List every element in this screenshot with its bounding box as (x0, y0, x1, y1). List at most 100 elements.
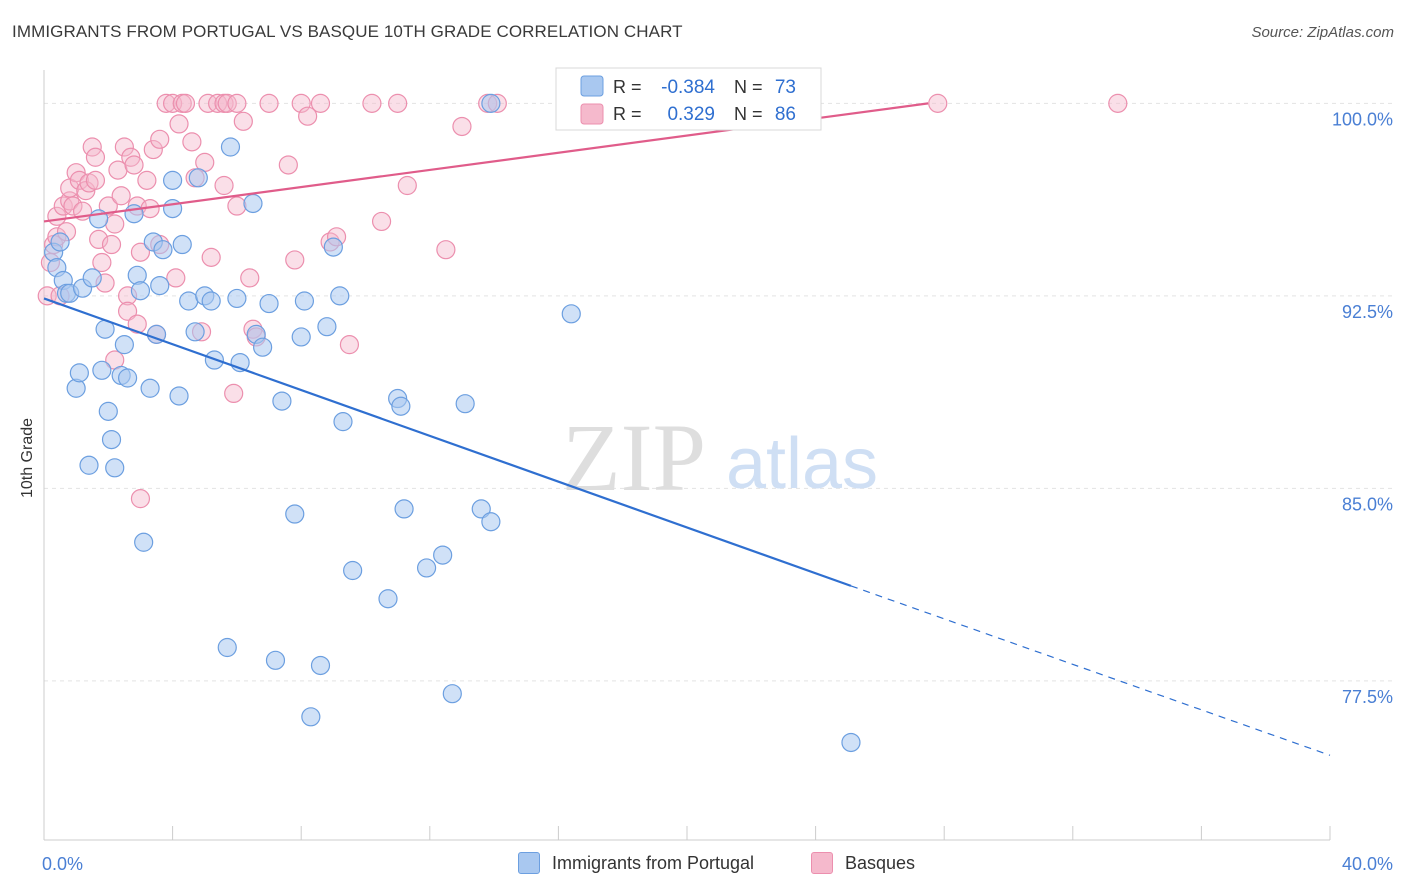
portugal-point (259, 293, 279, 314)
portugal-point (291, 327, 311, 347)
portugal-point (330, 286, 350, 306)
basques-point (117, 301, 138, 321)
portugal-point (416, 558, 437, 578)
portugal-point (66, 378, 86, 398)
portugal-point (124, 204, 144, 224)
portugal-point (471, 499, 491, 519)
portugal-point (433, 545, 453, 565)
basques-point (298, 106, 318, 126)
portugal-point (333, 412, 353, 432)
portugal-point (79, 455, 99, 475)
legend-r-value-2: 0.329 (667, 104, 715, 125)
portugal-point (455, 394, 475, 414)
portugal-point (179, 291, 199, 311)
portugal-point (481, 93, 501, 113)
portugal-point (105, 458, 125, 478)
portugal-point (163, 170, 183, 190)
portugal-swatch (518, 852, 540, 874)
basques-point (130, 242, 151, 262)
y-tick-label: 85.0% (1342, 494, 1393, 514)
basques-point (98, 196, 118, 216)
basques-point (101, 234, 122, 255)
portugal-trend-extrapolation (850, 585, 1331, 756)
basques-point (388, 93, 408, 113)
basques-point (371, 211, 392, 232)
watermark-zip: ZIP (562, 404, 706, 511)
portugal-point (272, 391, 292, 411)
y-tick-label: 100.0% (1332, 109, 1393, 129)
basques-point (240, 268, 260, 288)
portugal-point (253, 337, 273, 357)
portugal-point (323, 237, 343, 257)
portugal-point (98, 401, 118, 421)
portugal-point (163, 199, 183, 219)
basques-point (339, 335, 360, 355)
portugal-point (378, 589, 398, 609)
basques-point (208, 93, 228, 113)
bottom-legend-item-portugal: Immigrants from Portugal (518, 852, 754, 874)
basques-point (85, 170, 106, 190)
legend-swatch-basques (580, 103, 604, 125)
y-tick-label: 92.5% (1342, 302, 1393, 322)
basques-swatch (811, 852, 833, 874)
basques-point (233, 111, 253, 131)
portugal-points (44, 93, 861, 753)
basques-point (53, 196, 73, 216)
legend-r-value-1: -0.384 (661, 77, 715, 98)
portugal-point (92, 360, 112, 380)
portugal-point (310, 655, 331, 676)
portugal-point (841, 732, 861, 753)
basques-point (175, 93, 196, 113)
basques-point (214, 175, 234, 196)
portugal-point (153, 240, 173, 260)
basques-point (137, 170, 157, 190)
basques-point (166, 268, 186, 288)
legend-swatch-portugal (580, 75, 604, 97)
portugal-point (50, 232, 70, 252)
portugal-point (82, 268, 102, 288)
basques-point (259, 93, 279, 113)
portugal-point (294, 291, 315, 311)
basques-point (89, 229, 109, 249)
portugal-point (185, 322, 205, 342)
basques-point (121, 147, 141, 167)
chart-title: IMMIGRANTS FROM PORTUGAL VS BASQUE 10TH … (12, 22, 683, 41)
portugal-point (188, 168, 208, 188)
axes (43, 70, 1331, 841)
portugal-point (69, 363, 89, 383)
basques-point (227, 196, 247, 216)
basques-point (92, 252, 112, 273)
legend-n-label-1: N = (734, 77, 763, 97)
legend-n-label-2: N = (734, 104, 763, 124)
basques-point (63, 196, 83, 216)
basques-point (397, 175, 417, 196)
portugal-point (117, 368, 138, 388)
basques-point (150, 129, 170, 149)
portugal-point (481, 512, 501, 532)
basques-point (127, 314, 147, 334)
portugal-point (220, 137, 241, 157)
portugal-point (114, 335, 134, 355)
basques-point (76, 181, 96, 201)
source-credit: Source: ZipAtlas.com (1251, 24, 1394, 41)
portugal-point (391, 396, 411, 416)
basques-point (198, 93, 218, 113)
basques-point (452, 116, 472, 137)
portugal-point (169, 386, 189, 406)
grid-lines (44, 102, 1395, 682)
portugal-point (243, 193, 263, 214)
basques-point (224, 383, 244, 403)
legend-n-value-1: 73 (775, 77, 796, 98)
portugal-point (134, 532, 154, 552)
basques-point (201, 247, 221, 267)
basques-legend-label: Basques (845, 852, 916, 873)
legend-r-label-2: R = (613, 104, 642, 124)
portugal-point (317, 317, 337, 337)
legend-n-value-2: 86 (775, 104, 796, 125)
basques-point (105, 214, 125, 234)
basques-point (285, 250, 305, 270)
portugal-point (201, 291, 221, 311)
portugal-point (150, 276, 170, 296)
portugal-point (343, 560, 363, 581)
